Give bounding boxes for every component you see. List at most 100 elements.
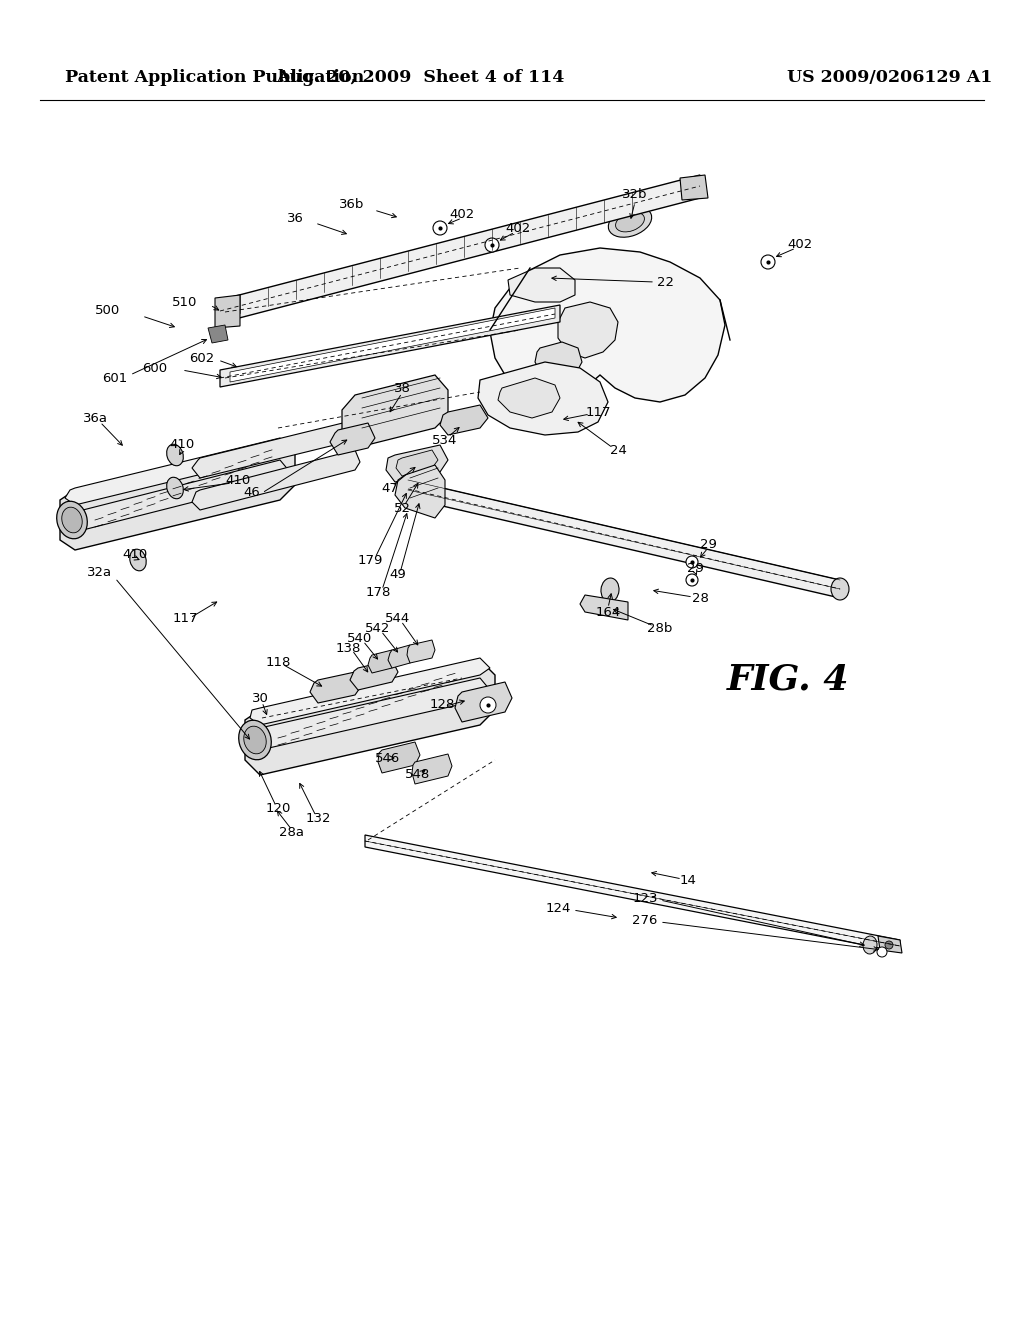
Polygon shape [350, 660, 398, 690]
Text: 52: 52 [393, 502, 411, 515]
Circle shape [686, 556, 698, 568]
Polygon shape [65, 438, 290, 506]
Circle shape [885, 941, 893, 949]
Polygon shape [193, 420, 365, 478]
Text: 402: 402 [450, 209, 475, 222]
Text: 540: 540 [347, 631, 373, 644]
Text: 46: 46 [244, 486, 260, 499]
Polygon shape [388, 645, 414, 668]
Text: 128: 128 [429, 698, 455, 711]
Ellipse shape [863, 936, 877, 954]
Text: 601: 601 [102, 371, 128, 384]
Text: 402: 402 [506, 222, 530, 235]
Polygon shape [230, 308, 555, 381]
Ellipse shape [61, 507, 82, 533]
Polygon shape [412, 754, 452, 784]
Polygon shape [396, 450, 438, 477]
Text: 22: 22 [656, 276, 674, 289]
Circle shape [480, 697, 496, 713]
Polygon shape [220, 305, 560, 387]
Polygon shape [378, 742, 420, 774]
Ellipse shape [244, 726, 266, 754]
Polygon shape [490, 248, 725, 403]
Text: 179: 179 [357, 553, 383, 566]
Text: 117: 117 [586, 405, 610, 418]
Polygon shape [330, 422, 375, 455]
Ellipse shape [601, 578, 620, 602]
Polygon shape [498, 378, 560, 418]
Polygon shape [250, 657, 490, 725]
Text: 38: 38 [393, 381, 411, 395]
Text: 510: 510 [172, 296, 198, 309]
Text: 47: 47 [382, 482, 398, 495]
Text: 120: 120 [265, 801, 291, 814]
Text: 546: 546 [376, 751, 400, 764]
Text: 500: 500 [95, 304, 121, 317]
Text: Patent Application Publication: Patent Application Publication [65, 70, 365, 87]
Polygon shape [245, 660, 495, 775]
Ellipse shape [608, 207, 651, 238]
Text: 32b: 32b [623, 189, 648, 202]
Text: 49: 49 [389, 569, 407, 582]
Polygon shape [508, 268, 575, 302]
Polygon shape [365, 836, 900, 952]
Circle shape [761, 255, 775, 269]
Polygon shape [407, 640, 435, 663]
Polygon shape [455, 682, 512, 722]
Text: 164: 164 [595, 606, 621, 619]
Polygon shape [193, 450, 360, 510]
Text: 30: 30 [252, 692, 268, 705]
Polygon shape [535, 342, 582, 380]
Text: 542: 542 [366, 622, 391, 635]
Text: 24: 24 [609, 444, 627, 457]
Polygon shape [395, 465, 445, 517]
Circle shape [485, 238, 499, 252]
Text: 602: 602 [189, 351, 215, 364]
Text: 178: 178 [366, 586, 391, 598]
Polygon shape [878, 936, 902, 953]
Polygon shape [310, 672, 362, 704]
Polygon shape [250, 678, 490, 750]
Ellipse shape [239, 721, 271, 760]
Text: 28b: 28b [647, 622, 673, 635]
Text: 36a: 36a [83, 412, 108, 425]
Text: 548: 548 [406, 768, 431, 781]
Text: 32a: 32a [87, 565, 113, 578]
Text: 14: 14 [680, 874, 696, 887]
Text: 29: 29 [686, 561, 703, 574]
Text: 118: 118 [265, 656, 291, 668]
Polygon shape [208, 325, 228, 343]
Polygon shape [386, 445, 449, 482]
Circle shape [686, 574, 698, 586]
Polygon shape [680, 176, 708, 201]
Polygon shape [368, 649, 396, 673]
Text: US 2009/0206129 A1: US 2009/0206129 A1 [787, 70, 992, 87]
Polygon shape [220, 176, 700, 323]
Ellipse shape [130, 549, 146, 570]
Text: 276: 276 [632, 913, 657, 927]
Text: 36: 36 [287, 211, 303, 224]
Text: 123: 123 [632, 891, 657, 904]
Polygon shape [215, 294, 240, 327]
Text: 402: 402 [787, 239, 813, 252]
Polygon shape [558, 302, 618, 358]
Text: 28a: 28a [280, 825, 304, 838]
Ellipse shape [167, 478, 183, 499]
Polygon shape [65, 459, 290, 532]
Text: 534: 534 [432, 433, 458, 446]
Polygon shape [342, 375, 449, 447]
Text: 410: 410 [225, 474, 251, 487]
Text: FIG. 4: FIG. 4 [727, 663, 849, 697]
Ellipse shape [167, 445, 183, 466]
Ellipse shape [56, 502, 87, 539]
Text: 600: 600 [142, 362, 168, 375]
Polygon shape [408, 480, 840, 598]
Text: 29: 29 [699, 539, 717, 552]
Polygon shape [60, 440, 295, 550]
Text: 117: 117 [172, 611, 198, 624]
Polygon shape [440, 405, 488, 436]
Text: 410: 410 [123, 549, 147, 561]
Text: 410: 410 [169, 438, 195, 451]
Text: Aug. 20, 2009  Sheet 4 of 114: Aug. 20, 2009 Sheet 4 of 114 [275, 70, 564, 87]
Circle shape [877, 946, 887, 957]
